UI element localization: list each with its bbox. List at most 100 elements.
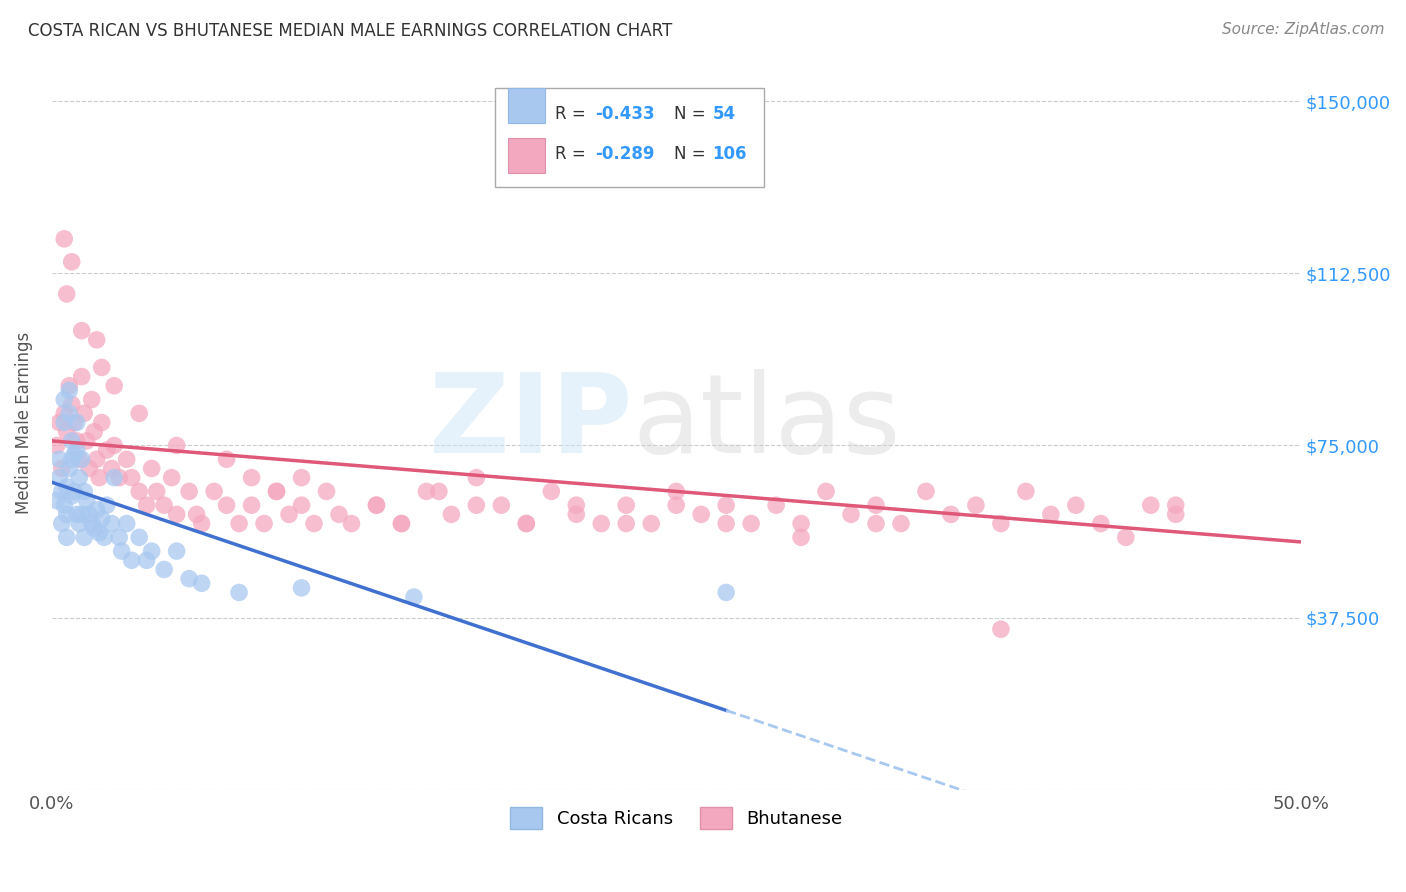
- Point: [328, 508, 350, 522]
- Point: [58, 384, 80, 398]
- Point: [440, 508, 463, 522]
- Point: [55, 287, 77, 301]
- Point: [66, 434, 89, 448]
- Point: [266, 484, 288, 499]
- Point: [66, 443, 89, 458]
- Point: [73, 484, 96, 499]
- Point: [278, 508, 301, 522]
- Point: [515, 516, 537, 531]
- Point: [290, 581, 312, 595]
- Point: [990, 622, 1012, 636]
- Point: [53, 416, 76, 430]
- Point: [391, 516, 413, 531]
- Point: [51, 516, 73, 531]
- Point: [63, 484, 86, 499]
- Point: [190, 576, 212, 591]
- Point: [427, 484, 450, 499]
- Text: Source: ZipAtlas.com: Source: ZipAtlas.com: [1222, 22, 1385, 37]
- Point: [179, 572, 201, 586]
- Point: [96, 443, 118, 458]
- Point: [55, 425, 77, 439]
- Point: [45, 438, 67, 452]
- Point: [70, 369, 93, 384]
- Y-axis label: Median Male Earnings: Median Male Earnings: [15, 332, 32, 514]
- Point: [153, 498, 176, 512]
- Point: [63, 416, 86, 430]
- Point: [128, 406, 150, 420]
- Point: [66, 416, 89, 430]
- Point: [80, 392, 103, 407]
- Point: [77, 508, 100, 522]
- Point: [53, 392, 76, 407]
- Point: [55, 530, 77, 544]
- Point: [100, 516, 122, 531]
- Point: [402, 590, 425, 604]
- Point: [76, 493, 98, 508]
- Point: [58, 406, 80, 420]
- Point: [302, 516, 325, 531]
- Point: [665, 484, 688, 499]
- Point: [1064, 498, 1087, 512]
- Point: [1090, 516, 1112, 531]
- Point: [121, 553, 143, 567]
- Point: [103, 378, 125, 392]
- Point: [145, 484, 167, 499]
- Point: [465, 498, 488, 512]
- Point: [60, 397, 83, 411]
- Text: 54: 54: [713, 105, 735, 123]
- Text: ZIP: ZIP: [429, 369, 633, 476]
- Point: [141, 544, 163, 558]
- Text: atlas: atlas: [633, 369, 901, 476]
- Point: [366, 498, 388, 512]
- Point: [90, 360, 112, 375]
- Point: [48, 470, 70, 484]
- Point: [315, 484, 337, 499]
- Point: [540, 484, 562, 499]
- Point: [166, 438, 188, 452]
- Point: [366, 498, 388, 512]
- Point: [86, 503, 108, 517]
- Text: R =: R =: [555, 145, 591, 163]
- Point: [1115, 530, 1137, 544]
- Point: [135, 498, 157, 512]
- Point: [865, 498, 887, 512]
- Point: [240, 470, 263, 484]
- Point: [73, 530, 96, 544]
- Point: [63, 448, 86, 462]
- Point: [1139, 498, 1161, 512]
- Point: [591, 516, 613, 531]
- Point: [939, 508, 962, 522]
- Point: [103, 438, 125, 452]
- Point: [1015, 484, 1038, 499]
- Point: [108, 470, 131, 484]
- Point: [166, 544, 188, 558]
- Point: [111, 544, 134, 558]
- Point: [53, 498, 76, 512]
- Text: R =: R =: [555, 105, 591, 123]
- Point: [55, 508, 77, 522]
- Point: [990, 516, 1012, 531]
- Point: [565, 498, 588, 512]
- Point: [415, 484, 437, 499]
- Point: [915, 484, 938, 499]
- Point: [89, 525, 111, 540]
- Text: N =: N =: [673, 105, 710, 123]
- Point: [690, 508, 713, 522]
- Point: [290, 498, 312, 512]
- Point: [515, 516, 537, 531]
- Point: [491, 498, 513, 512]
- Point: [60, 489, 83, 503]
- Point: [215, 498, 238, 512]
- Point: [66, 508, 89, 522]
- Point: [714, 516, 737, 531]
- Point: [67, 470, 90, 484]
- Point: [614, 498, 637, 512]
- Point: [815, 484, 838, 499]
- Point: [60, 434, 83, 448]
- Point: [839, 508, 862, 522]
- Point: [73, 406, 96, 420]
- Point: [83, 521, 105, 535]
- Point: [51, 461, 73, 475]
- Point: [141, 461, 163, 475]
- Point: [128, 530, 150, 544]
